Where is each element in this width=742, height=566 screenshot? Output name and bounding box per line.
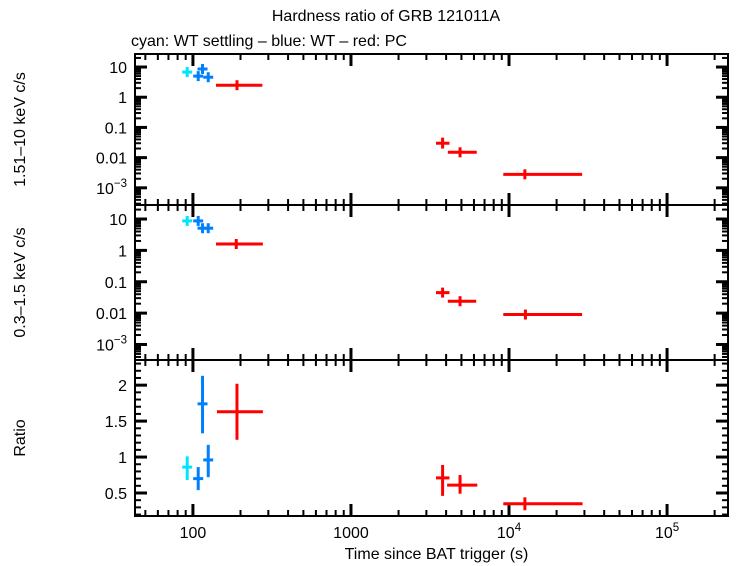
y-tick-label: 1.5 (105, 414, 127, 431)
series-points (182, 215, 583, 320)
chart-legend-note: cyan: WT settling – blue: WT – red: PC (131, 33, 407, 50)
y-axis-title: 0.3–1.5 keV c/s (12, 227, 29, 337)
y-tick-label: 10−3 (96, 178, 127, 198)
y-tick-label: 0.1 (105, 120, 127, 137)
y-tick-label: 1 (118, 90, 127, 107)
y-axis-title: 1.51–10 keV c/s (12, 72, 29, 187)
panel-1: 10 1 0.1 0.01 10−3 0.3–1.5 keV c/s (12, 204, 729, 361)
y-tick-label: 1 (118, 243, 127, 260)
y-tick-label: 0.01 (96, 306, 127, 323)
panel-frame (134, 204, 729, 361)
x-tick-label: 105 (655, 522, 679, 542)
x-tick-label: 100 (180, 525, 207, 542)
series-points (182, 375, 583, 511)
y-tick-label: 2 (118, 378, 127, 395)
x-axis-title: Time since BAT trigger (s) (345, 546, 529, 563)
series-points (182, 64, 583, 180)
y-tick-label: 10−3 (96, 334, 127, 354)
y-tick-label: 0.5 (105, 486, 127, 503)
y-tick-label: 0.1 (105, 275, 127, 292)
chart-title: Hardness ratio of GRB 121011A (271, 8, 501, 25)
panel-frame (134, 53, 729, 206)
x-tick-label: 104 (497, 522, 522, 542)
y-axis-title: Ratio (12, 419, 29, 456)
y-tick-label: 0.01 (96, 151, 127, 168)
y-tick-label: 10 (109, 212, 127, 229)
y-tick-label: 10 (109, 60, 127, 77)
x-tick-label: 1000 (333, 525, 369, 542)
y-tick-label: 1 (118, 450, 127, 467)
panel-2: 0.5 1 1.5 2 Ratio (12, 359, 729, 517)
panel-frame (134, 359, 729, 517)
panel-0: 10 1 0.1 0.01 10−3 1.51–10 keV c/s (12, 53, 729, 206)
